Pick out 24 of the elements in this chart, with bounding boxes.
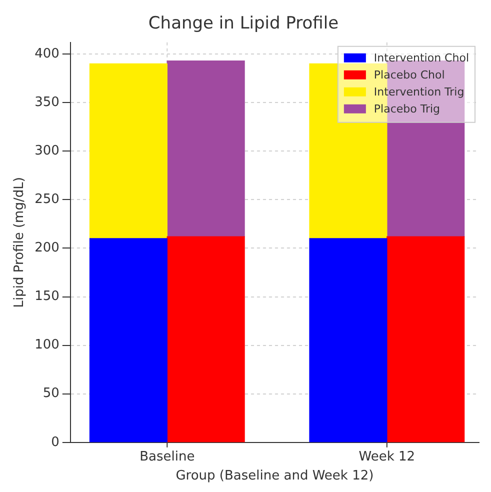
bar [89,238,168,442]
chart-title: Change in Lipid Profile [148,14,339,34]
bar [89,63,168,239]
y-tick-label: 350 [34,94,60,110]
y-tick-label: 150 [34,289,60,304]
text: Baseline [140,449,195,464]
y-tick-label: 300 [34,144,60,159]
bar [166,60,245,237]
y-tick-label: 0 [51,434,60,450]
y-axis-title: Lipid Profile (mg/dL) [12,177,28,308]
y-tick-label: 250 [34,192,60,208]
x-axis-title: Group (Baseline and Week 12) [176,468,374,484]
bar [386,236,465,442]
legend-label: Placebo Chol [374,68,445,82]
legend-label: Placebo Trig [374,102,440,116]
bar [309,238,388,442]
y-tick-label: 200 [34,240,60,256]
y-tick-label: 50 [42,386,60,402]
bar [166,236,245,442]
legend-label: Intervention Chol [374,51,470,64]
y-tick-label: 400 [34,46,60,62]
y-tick-label: 100 [34,338,60,353]
legend-label: Intervention Trig [374,85,464,98]
text: Week 12 [358,449,416,464]
